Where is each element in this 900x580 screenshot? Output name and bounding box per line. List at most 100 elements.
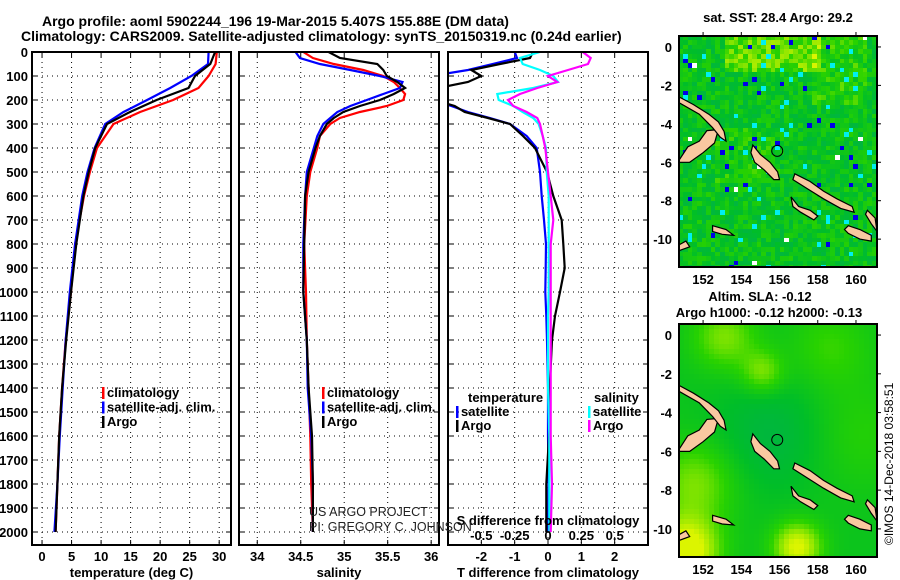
land-island [750, 432, 781, 470]
y-tick-label: 1500 [0, 405, 28, 420]
land-island [790, 485, 819, 511]
land-island [864, 209, 878, 232]
legend-swatch [102, 387, 105, 399]
copyright-text: ©IMOS 14-Dec-2018 03:58:51 [882, 382, 896, 545]
y-tick-label: 1400 [0, 381, 28, 396]
legend-label: climatology [327, 385, 400, 400]
lat-tick-label: -8 [660, 483, 672, 498]
legend-swatch [588, 406, 591, 418]
map-sla: 152 154 156 158 160 0 -2 -4 -6 -8 -10 [653, 320, 881, 577]
map-frame [678, 35, 878, 268]
x-tick-label: -2 [476, 549, 488, 564]
y-tick-label: 600 [6, 189, 28, 204]
lat-tick-label: 0 [665, 328, 672, 343]
land-island [711, 514, 736, 526]
y-tick-label: 1700 [0, 453, 28, 468]
y-tick-label: 1800 [0, 477, 28, 492]
secondary-tick-label: -0.25 [500, 528, 530, 543]
lon-tick-label: 158 [807, 562, 829, 577]
lon-tick-label: 154 [730, 272, 752, 287]
x-tick-label: 35.5 [375, 549, 400, 564]
series-line-t-argo [448, 52, 566, 532]
land-island [711, 224, 736, 237]
land-island [750, 143, 781, 181]
y-tick-label: 400 [6, 141, 28, 156]
lon-tick-label: 160 [845, 562, 867, 577]
lon-tick-label: 156 [769, 562, 791, 577]
land-island [790, 196, 819, 221]
x-axis-label: salinity [317, 565, 363, 580]
series-line-argo [302, 52, 408, 532]
x-tick-label: 10 [94, 549, 108, 564]
secondary-tick-label: -0.5 [470, 528, 492, 543]
panel-temperature: 0 5 10 15 20 25 30 temperature (deg C) [31, 51, 232, 580]
lat-tick-label: -6 [660, 444, 672, 459]
lat-tick-label: -2 [660, 78, 672, 93]
legend-swatch [588, 420, 591, 432]
x-tick-label: 30 [212, 549, 226, 564]
lat-tick-label: 0 [665, 40, 672, 55]
panel-salinity: 34 34.5 35 35.5 36 salinity [238, 51, 440, 580]
land-island [678, 530, 691, 542]
y-tick-label: 900 [6, 261, 28, 276]
series-group [448, 52, 593, 533]
argo-float-marker [771, 144, 784, 157]
legend-swatch [322, 401, 325, 414]
y-tick-label: 1900 [0, 501, 28, 516]
lon-tick-label: 154 [730, 562, 752, 577]
legend-label: Argo [327, 414, 357, 429]
x-tick-label: 34.5 [288, 549, 313, 564]
x-tick-label: 34 [250, 549, 265, 564]
y-tick-label: 0 [21, 45, 28, 60]
x-tick-label: 1 [578, 549, 585, 564]
series-line-t-satellite [448, 52, 550, 533]
legend-title-salinity: salinity [594, 390, 640, 405]
x-tick-label: 35 [337, 549, 351, 564]
legend-swatch [322, 416, 325, 428]
series-line-s-argo [506, 52, 593, 533]
x-tick-label: 0 [544, 549, 551, 564]
y-tick-label: 100 [6, 69, 28, 84]
series-group [53, 52, 218, 533]
sst-map-title: sat. SST: 28.4 Argo: 29.2 [703, 10, 853, 25]
land-island [678, 128, 720, 163]
lat-tick-label: -10 [653, 232, 672, 247]
land-island [678, 240, 691, 252]
legend-label: satellite-adj. clim. [107, 400, 215, 415]
y-tick-label: 500 [6, 165, 28, 180]
legend-label: satellite [461, 404, 509, 419]
credit-pi: PI: GREGORY C. JOHNSON [309, 520, 472, 534]
land-island [843, 514, 872, 532]
land-island [792, 172, 856, 214]
legend-swatch [322, 387, 325, 399]
lon-tick-label: 158 [807, 272, 829, 287]
x-tick-label: -1 [509, 549, 521, 564]
y-tick-label: 1100 [0, 309, 28, 324]
secondary-tick-label: 0.25 [569, 528, 594, 543]
series-group [294, 52, 408, 533]
x-tick-label: 36 [424, 549, 438, 564]
x-axis-label: temperature (deg C) [70, 565, 194, 580]
land-island [864, 498, 878, 522]
credit-project: US ARGO PROJECT [309, 505, 428, 519]
title-line-2: Climatology: CARS2009. Satellite-adjuste… [21, 28, 622, 44]
legend-swatch [456, 420, 459, 432]
title-line-1: Argo profile: aoml 5902244_196 19-Mar-20… [42, 13, 509, 29]
legend-label: Argo [107, 414, 137, 429]
secondary-tick-label: 0 [544, 528, 551, 543]
panel-frame [31, 51, 232, 546]
y-tick-label: 200 [6, 93, 28, 108]
lon-tick-label: 160 [845, 272, 867, 287]
y-tick-label: 1200 [0, 333, 28, 348]
y-tick-label: 1000 [0, 285, 28, 300]
y-tick-label: 2000 [0, 525, 28, 540]
sla-map-title: Altim. SLA: -0.12 [708, 289, 811, 304]
land-island [843, 225, 872, 242]
lat-tick-label: -6 [660, 155, 672, 170]
y-tick-label: 800 [6, 237, 28, 252]
lon-tick-label: 152 [692, 562, 714, 577]
lat-tick-label: -4 [660, 117, 672, 132]
land-island [678, 384, 727, 432]
sla-map-subtitle: Argo h1000: -0.12 h2000: -0.13 [676, 305, 862, 320]
